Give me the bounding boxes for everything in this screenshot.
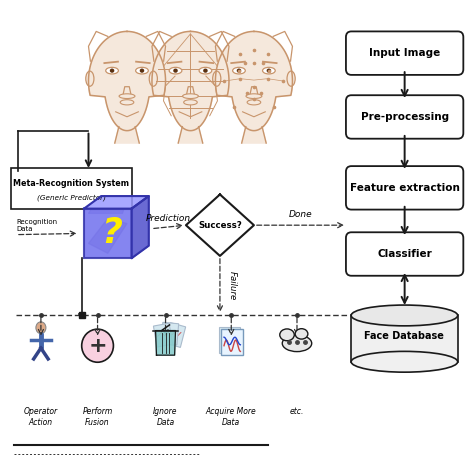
- FancyBboxPatch shape: [11, 168, 132, 209]
- FancyBboxPatch shape: [165, 323, 186, 347]
- Polygon shape: [115, 127, 139, 143]
- Ellipse shape: [351, 305, 458, 326]
- FancyBboxPatch shape: [346, 232, 463, 276]
- Ellipse shape: [203, 69, 208, 73]
- Ellipse shape: [160, 71, 168, 86]
- Polygon shape: [186, 194, 254, 256]
- Text: Pre-processing: Pre-processing: [361, 112, 449, 122]
- Text: Failure: Failure: [228, 271, 237, 300]
- Ellipse shape: [106, 67, 118, 74]
- Text: Meta-Recognition System: Meta-Recognition System: [13, 179, 129, 188]
- Polygon shape: [215, 31, 292, 131]
- FancyBboxPatch shape: [221, 329, 243, 355]
- Polygon shape: [89, 31, 165, 131]
- Ellipse shape: [36, 322, 46, 334]
- Ellipse shape: [149, 71, 157, 86]
- Ellipse shape: [224, 71, 232, 86]
- FancyBboxPatch shape: [84, 209, 132, 258]
- Ellipse shape: [184, 100, 197, 105]
- Ellipse shape: [295, 328, 308, 339]
- Ellipse shape: [351, 351, 458, 372]
- Ellipse shape: [263, 67, 275, 74]
- Text: Feature extraction: Feature extraction: [350, 183, 460, 193]
- Polygon shape: [178, 127, 203, 143]
- Ellipse shape: [173, 69, 178, 73]
- Text: Prediction: Prediction: [146, 214, 191, 223]
- Circle shape: [82, 329, 113, 362]
- Polygon shape: [89, 199, 127, 213]
- Bar: [351, 316, 458, 362]
- Text: Recognition
Data: Recognition Data: [16, 219, 57, 232]
- Ellipse shape: [213, 71, 221, 86]
- Text: Success?: Success?: [198, 221, 242, 230]
- Ellipse shape: [287, 71, 295, 86]
- Text: Acquire More
Data: Acquire More Data: [206, 407, 256, 427]
- Ellipse shape: [280, 329, 294, 341]
- Polygon shape: [242, 127, 266, 143]
- Text: Classifier: Classifier: [377, 249, 432, 259]
- Ellipse shape: [136, 67, 148, 74]
- FancyBboxPatch shape: [346, 95, 463, 139]
- Text: Ignore
Data: Ignore Data: [153, 407, 178, 427]
- Ellipse shape: [120, 100, 134, 105]
- Text: Face Database: Face Database: [365, 331, 444, 341]
- Ellipse shape: [282, 335, 312, 352]
- Polygon shape: [152, 31, 229, 131]
- Ellipse shape: [247, 100, 261, 105]
- Ellipse shape: [246, 94, 262, 99]
- Ellipse shape: [110, 69, 114, 73]
- Text: Input Image: Input Image: [369, 48, 440, 58]
- Text: etc.: etc.: [290, 407, 304, 416]
- FancyBboxPatch shape: [346, 31, 463, 75]
- Ellipse shape: [119, 94, 135, 99]
- Ellipse shape: [182, 94, 199, 99]
- Polygon shape: [132, 196, 149, 258]
- Ellipse shape: [266, 69, 271, 73]
- Text: Done: Done: [289, 210, 312, 219]
- Ellipse shape: [237, 69, 241, 73]
- FancyBboxPatch shape: [154, 323, 173, 347]
- Polygon shape: [155, 330, 175, 355]
- Ellipse shape: [169, 67, 182, 74]
- FancyBboxPatch shape: [346, 166, 463, 210]
- Ellipse shape: [199, 67, 212, 74]
- Text: (Generic Predictor): (Generic Predictor): [37, 194, 106, 201]
- Text: +: +: [88, 336, 107, 356]
- Ellipse shape: [86, 71, 94, 86]
- Text: ?: ?: [101, 217, 122, 250]
- Polygon shape: [89, 219, 127, 253]
- Polygon shape: [84, 196, 149, 209]
- Ellipse shape: [140, 69, 144, 73]
- Ellipse shape: [233, 67, 246, 74]
- FancyBboxPatch shape: [161, 322, 179, 345]
- Bar: [79, 312, 85, 318]
- FancyBboxPatch shape: [219, 327, 240, 353]
- Text: Operator
Action: Operator Action: [24, 407, 58, 427]
- Text: Perform
Fusion: Perform Fusion: [82, 407, 113, 427]
